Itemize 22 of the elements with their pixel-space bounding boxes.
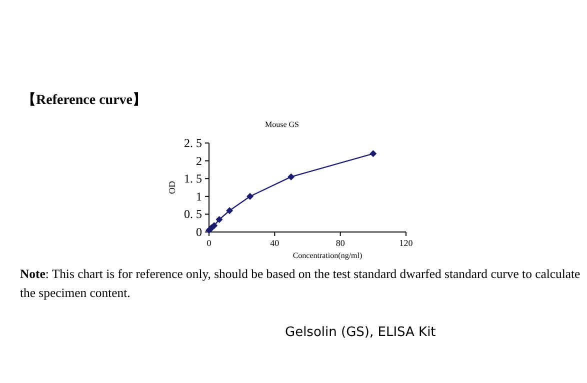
text: 【Reference curve】	[22, 92, 147, 108]
x-tick-label: 40	[270, 238, 280, 248]
point	[288, 173, 295, 180]
point	[210, 222, 218, 230]
y-axis-title: OD	[167, 180, 177, 194]
point	[226, 207, 234, 214]
x-tick-label: 80	[336, 238, 346, 248]
y-tick-label: 1	[196, 189, 202, 204]
y-tick-label: 0	[196, 225, 202, 239]
y-tick-label: 2	[196, 154, 202, 168]
text: Gelsolin (GS), ELISA Kit	[285, 325, 436, 340]
chart-subtitle: Mouse GS	[264, 120, 300, 129]
x-tick-label: 120	[399, 238, 414, 248]
x-tick-label: 0	[206, 238, 212, 248]
y-tick-label: 1. 5	[184, 172, 202, 186]
point	[370, 150, 377, 158]
y-tick-label: 2. 5	[184, 136, 202, 150]
point	[246, 192, 254, 200]
text: Note: This chart is for reference only, should be based on the test standard dwarfed standard curve to calculate the specimen content.	[20, 266, 582, 302]
x-axis-title: Concentration(ng/ml)	[292, 251, 362, 260]
point	[216, 216, 223, 224]
y-tick-label: 0. 5	[184, 207, 202, 222]
